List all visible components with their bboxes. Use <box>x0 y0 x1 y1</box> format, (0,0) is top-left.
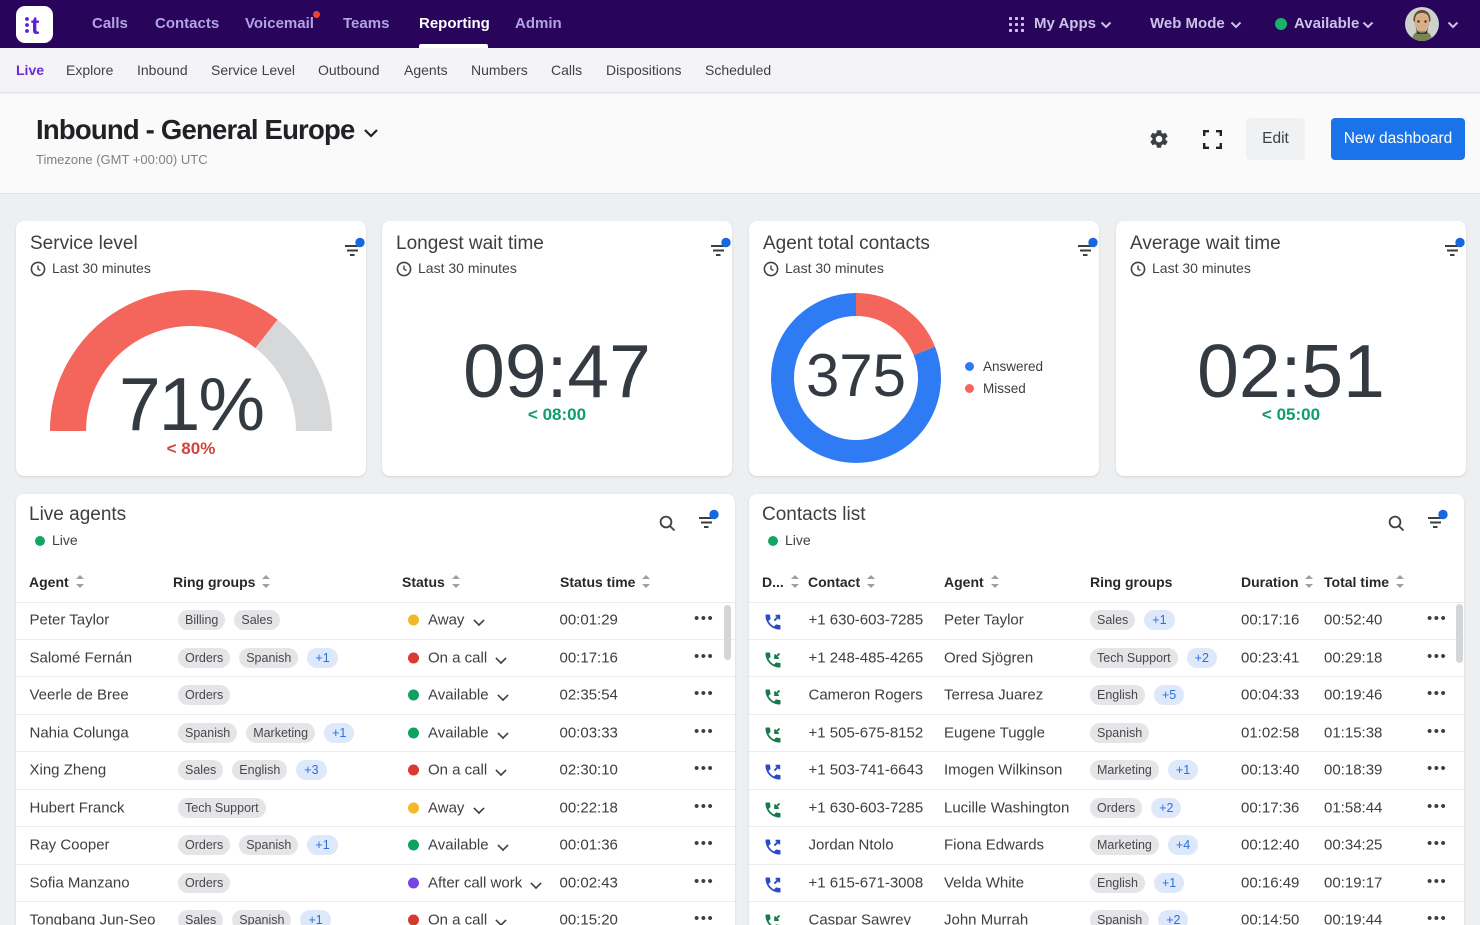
svg-text:t: t <box>31 12 40 40</box>
